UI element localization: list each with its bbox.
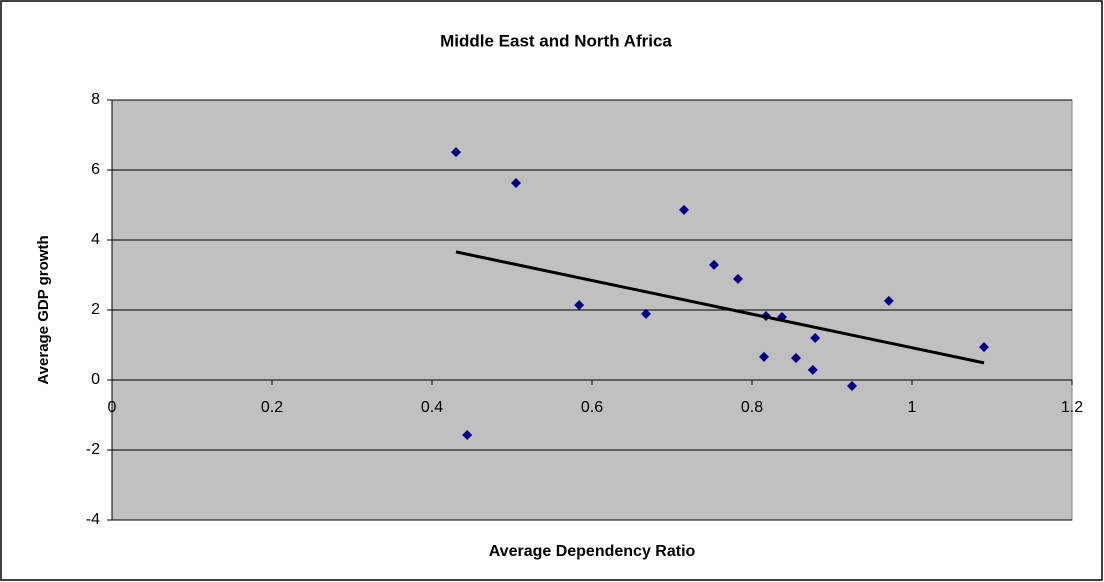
scatter-point (979, 342, 989, 353)
x-tick-label: 1 (908, 399, 917, 416)
scatter-point (759, 351, 769, 362)
x-tick-label: 0 (108, 399, 117, 416)
scatter-point (451, 147, 461, 158)
x-tick-label: 1.2 (1061, 399, 1083, 416)
scatter-point (847, 380, 857, 391)
trendline (455, 250, 985, 365)
scatter-point (462, 429, 473, 440)
y-tick-label: 8 (91, 91, 100, 108)
x-tick-label: 0.8 (741, 399, 763, 416)
y-tick-label: -2 (86, 441, 100, 458)
scatter-point (641, 308, 651, 319)
scatter-point (810, 333, 821, 343)
x-axis-title: Average Dependency Ratio (489, 543, 696, 560)
y-tick-label: 6 (91, 161, 100, 178)
y-tick-label: 0 (91, 371, 100, 388)
scatter-point (709, 259, 719, 270)
y-tick-label: 2 (91, 301, 100, 318)
x-tick-label: 0.4 (421, 399, 443, 416)
scatter-point (791, 352, 801, 363)
chart-title: Middle East and North Africa (440, 31, 672, 50)
x-tick-label: 0.6 (581, 399, 603, 416)
y-tick-label: -4 (86, 511, 100, 528)
x-tick-label: 0.2 (261, 399, 283, 416)
scatter-point (807, 364, 818, 375)
scatter-point (511, 177, 521, 188)
y-axis-title: Average GDP growth (35, 235, 52, 384)
scatter-point (679, 204, 689, 215)
scatter-point (883, 295, 894, 306)
y-tick-label: 4 (91, 231, 100, 248)
scatter-point (574, 300, 585, 311)
scatter-point (733, 273, 743, 284)
